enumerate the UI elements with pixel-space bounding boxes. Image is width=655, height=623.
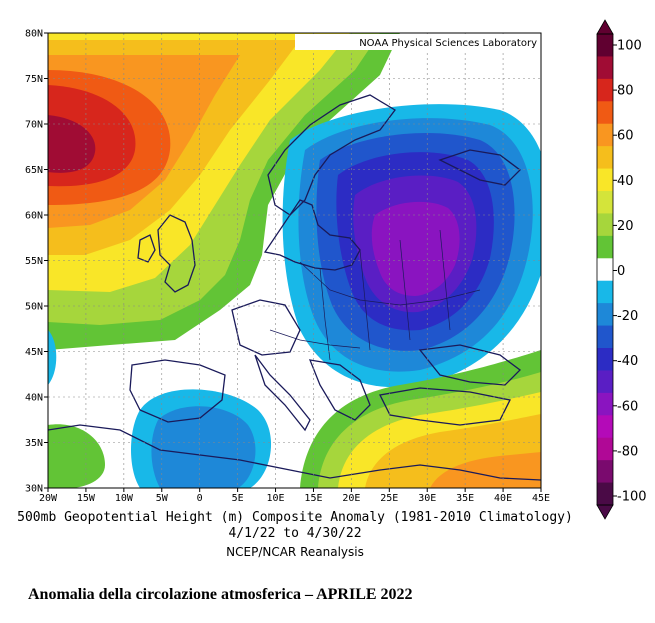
colorbar-swatch: [597, 325, 613, 349]
colorbar-swatch: [597, 280, 613, 304]
colorbar-label: -60: [617, 399, 638, 414]
coastlines: [48, 94, 541, 481]
colorbar-swatch: [597, 78, 613, 102]
lon-label: 25E: [380, 493, 398, 504]
colorbar-label: 40: [617, 174, 634, 189]
anomaly-map: NOAA Physical Sciences Laboratory 80N 75N…: [25, 19, 647, 520]
contour-band-neg10-w: [48, 330, 57, 385]
lon-label: 15W: [77, 493, 96, 504]
lon-label: 20E: [342, 493, 360, 504]
footer-title: Anomalia della circolazione atmosferica …: [28, 586, 413, 603]
lat-label: 55N: [25, 256, 43, 267]
country-borders: [269, 229, 481, 361]
colorbar-swatch: [597, 168, 613, 192]
lat-label: 70N: [25, 120, 43, 131]
caption-title: 500mb Geopotential Height (m) Composite …: [17, 510, 573, 525]
lat-label: 40N: [25, 393, 43, 404]
colorbar-outline: [596, 33, 614, 506]
colorbar-label: 60: [617, 129, 634, 144]
lon-label: 40E: [494, 493, 512, 504]
colorbar-swatch: [597, 258, 613, 282]
colorbar-swatch: [597, 146, 613, 170]
lon-label: 5W: [156, 493, 169, 504]
latitude-labels: 80N 75N 70N 65N 60N 55N 50N 45N 40N 35N 30N: [25, 29, 48, 495]
colorbar-swatch: [597, 123, 613, 147]
contour-band-neg60: [371, 201, 460, 296]
lon-label: 0: [197, 493, 203, 504]
lat-label: 65N: [25, 165, 43, 176]
colorbar-swatch: [597, 34, 613, 57]
colorbar-swatch: [597, 191, 613, 214]
colorbar-swatch: [597, 348, 613, 371]
colorbar-label: -20: [617, 309, 638, 324]
lat-label: 75N: [25, 74, 43, 85]
lat-label: 50N: [25, 302, 43, 313]
lon-label: 15E: [304, 493, 322, 504]
lon-label: 45E: [532, 493, 550, 504]
colorbar-label: 20: [617, 219, 634, 234]
colorbar-min-arrow: [596, 504, 614, 520]
graticule: [48, 33, 541, 488]
longitude-labels: 20W 15W 10W 5W 0 5E 10E 15E 20E 25E 30E 35E 40E 45E: [39, 488, 550, 504]
colorbar-swatch: [597, 303, 613, 327]
contour-band-20-sw: [48, 424, 105, 488]
colorbar-label: -100: [617, 490, 647, 505]
colorbar-label: -80: [617, 444, 638, 459]
caption-dates: 4/1/22 to 4/30/22: [228, 526, 362, 541]
lat-label: 45N: [25, 347, 43, 358]
lat-label: 30N: [25, 484, 43, 495]
colorbar-swatch: [597, 437, 613, 461]
colorbar-swatch: [597, 213, 613, 237]
lon-label: 20W: [39, 493, 58, 504]
colorbar-label: 0: [617, 264, 625, 279]
contour-band-neg20-sw: [151, 406, 256, 488]
colorbar-swatch: [597, 56, 613, 80]
caption-source: NCEP/NCAR Reanalysis: [226, 545, 364, 559]
lon-label: 10E: [267, 493, 285, 504]
colorbar-label: 100: [617, 39, 642, 54]
contour-band-90: [48, 115, 96, 173]
colorbar-swatch: [597, 235, 613, 259]
colorbar-swatch: [597, 101, 613, 125]
colorbar-label: 80: [617, 84, 634, 99]
lon-label: 5E: [232, 493, 244, 504]
colorbar-swatch: [597, 392, 613, 416]
lat-label: 80N: [25, 29, 43, 40]
colorbar-swatch: [597, 415, 613, 439]
colorbar-swatch: [597, 460, 613, 484]
colorbar-swatch: [597, 370, 613, 394]
lon-label: 10W: [115, 493, 134, 504]
lat-label: 60N: [25, 211, 43, 222]
credit-label: NOAA Physical Sciences Laboratory: [359, 38, 537, 49]
lon-label: 30E: [418, 493, 436, 504]
lat-label: 35N: [25, 438, 43, 449]
colorbar-max-arrow: [596, 19, 614, 35]
colorbar-label: -40: [617, 354, 638, 369]
anomaly-field: [48, 33, 541, 488]
colorbar-swatch: [597, 482, 613, 506]
lon-label: 35E: [456, 493, 474, 504]
credit-box: [295, 34, 540, 50]
colorbar: 100 80 60 40 20 0 -20 -40 -60 -80 -100: [596, 19, 647, 520]
